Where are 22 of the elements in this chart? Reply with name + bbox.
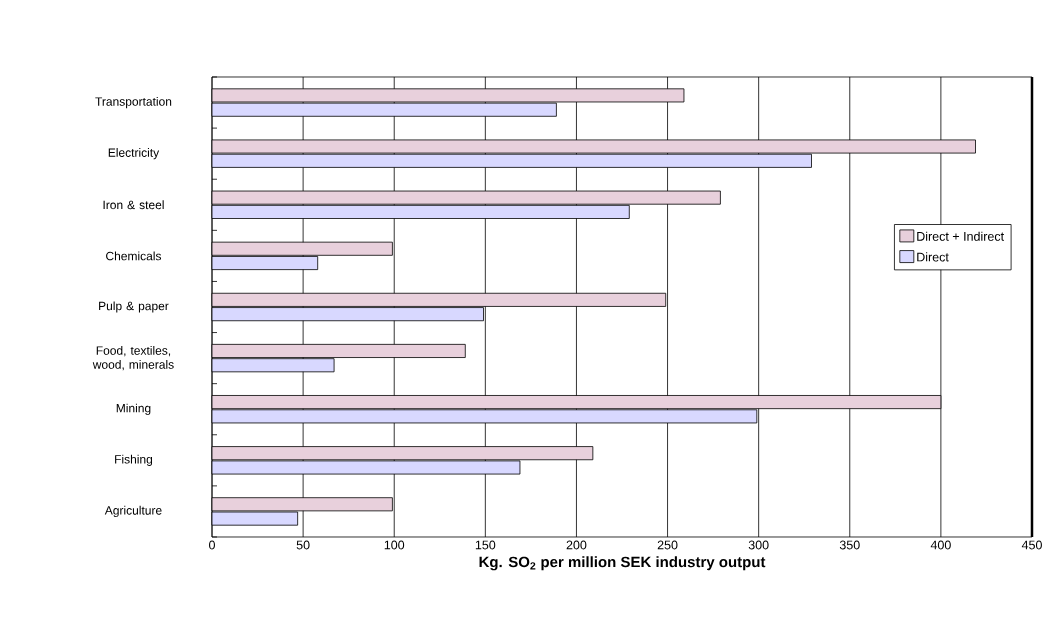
x-tick-label: 150 <box>475 540 496 550</box>
y-tick-label: Iron & steel <box>103 200 164 210</box>
legend-label: Direct <box>917 252 949 262</box>
x-axis-title: Kg. SO$_{2}$ per million SEK industry output <box>479 556 766 571</box>
y-tick-label: Mining <box>116 403 151 415</box>
y-tick-label: Pulp & paper <box>99 301 169 313</box>
legend-label: Direct + Indirect <box>917 231 1004 241</box>
x-tick-label: 300 <box>748 540 769 550</box>
y-tick-label: Electricity <box>108 148 160 160</box>
y-tick-label: Transportation <box>95 96 172 109</box>
x-tick-label: 200 <box>566 540 587 550</box>
x-tick-label: 100 <box>384 540 405 550</box>
x-tick-label: 50 <box>296 540 310 550</box>
y-tick-label: Fishing <box>115 454 153 466</box>
x-tick-label: 250 <box>657 540 678 550</box>
x-tick-label: 450 <box>1021 540 1042 550</box>
y-tick-label: Food, textiles, wood, minerals <box>92 346 174 371</box>
y-tick-label: Chemicals <box>106 251 162 261</box>
x-tick-label: 400 <box>930 540 951 550</box>
x-tick-label: 350 <box>839 540 860 550</box>
y-tick-label: Agriculture <box>104 505 162 518</box>
x-tick-label: 0 <box>209 540 215 550</box>
